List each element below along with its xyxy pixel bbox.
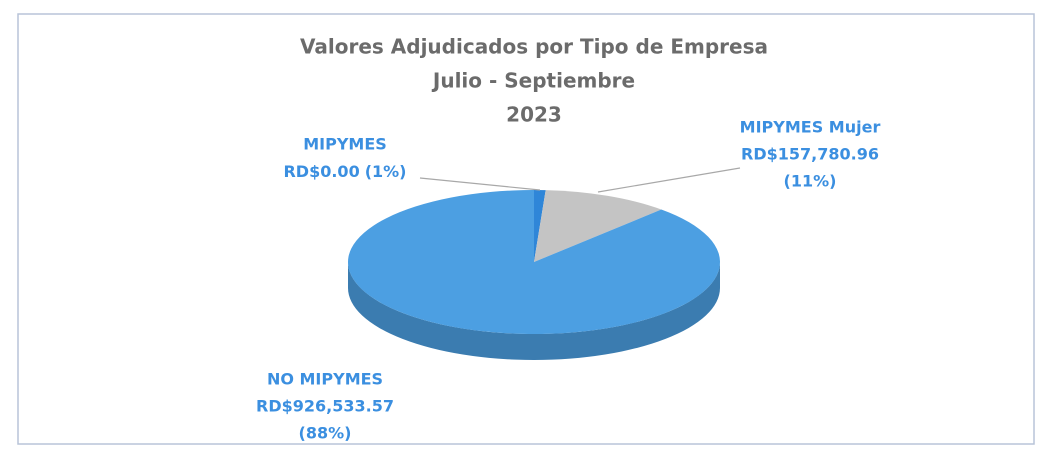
chart-subtitle: 2023 [506, 103, 562, 127]
slice-label: MIPYMES Mujer [740, 118, 881, 137]
value-label: RD$0.00 [283, 162, 359, 181]
slice-label: MIPYMES [303, 135, 387, 154]
slice-percent-label: (11%) [784, 172, 837, 191]
pie-slice [534, 190, 546, 262]
leader-line [419, 177, 541, 191]
pie-slice [534, 190, 662, 262]
percent-label: (1%) [365, 162, 407, 181]
pie-slice-side [348, 262, 720, 360]
chart-subtitle: Julio - Septiembre [431, 69, 635, 93]
slice-value-label: RD$157,780.96 [741, 145, 879, 164]
slice-value-label: RD$0.00 (1%) [283, 162, 406, 181]
pie-slice [347, 190, 720, 335]
chart-title: Valores Adjudicados por Tipo de Empresa [300, 35, 768, 59]
leader-line [597, 167, 741, 193]
slice-percent-label: (88%) [299, 424, 352, 443]
slice-value-label: RD$926,533.57 [256, 397, 394, 416]
slice-label: NO MIPYMES [267, 370, 383, 389]
chart-border [17, 13, 1035, 445]
